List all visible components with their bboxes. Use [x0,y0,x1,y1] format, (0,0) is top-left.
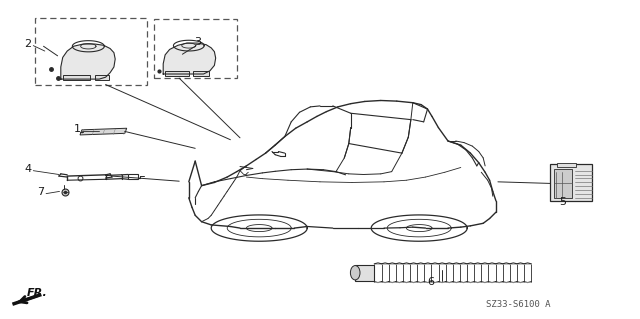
Polygon shape [61,44,115,79]
Bar [63,75,90,80]
Bar [154,19,237,78]
Text: 2: 2 [24,39,31,48]
Bar [95,75,109,80]
Polygon shape [80,128,127,135]
Text: 5: 5 [559,197,566,207]
Ellipse shape [351,265,360,280]
Bar [35,18,147,85]
Polygon shape [163,43,216,74]
Bar [165,71,189,76]
Bar [554,169,572,198]
Text: 1: 1 [74,124,81,134]
Polygon shape [14,300,20,304]
Text: 3: 3 [194,37,201,47]
Text: 6: 6 [428,277,435,286]
Text: 7: 7 [37,187,44,197]
Text: SZ33-S6100 A: SZ33-S6100 A [486,300,551,309]
Bar [193,71,209,76]
Bar [550,164,592,201]
Bar [355,265,374,281]
Text: 4: 4 [24,164,31,174]
Bar [557,163,576,167]
Text: FR.: FR. [27,288,47,298]
Bar [128,174,138,179]
